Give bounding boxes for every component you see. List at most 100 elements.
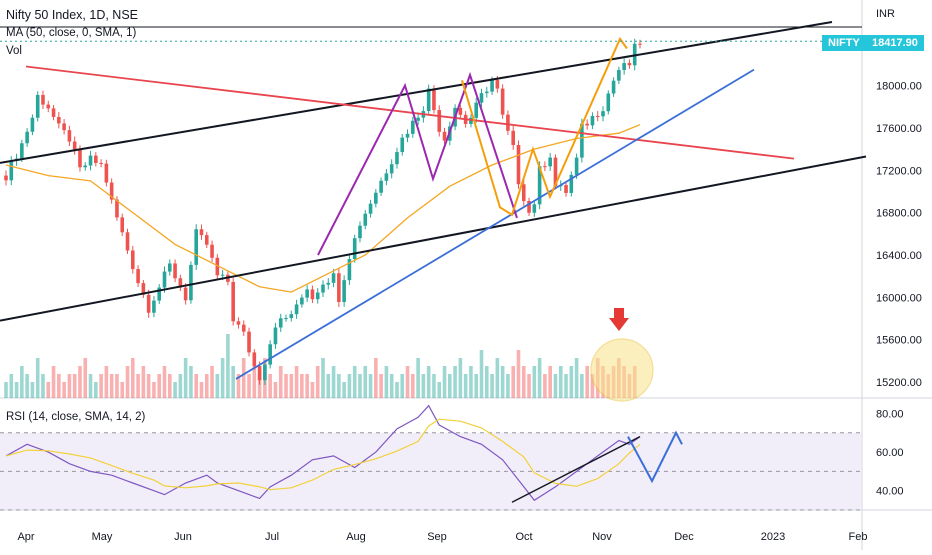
candle-body — [25, 131, 29, 144]
volume-bar — [236, 374, 241, 398]
candle-body — [527, 200, 531, 213]
candle-body — [374, 192, 378, 204]
candle-body — [125, 232, 130, 251]
volume-bar — [442, 366, 447, 398]
volume-legend[interactable]: Vol — [6, 45, 22, 57]
volume-bar — [20, 366, 24, 398]
candle-body — [146, 294, 151, 313]
volume-bar — [331, 366, 336, 398]
volume-bar — [194, 374, 198, 398]
volume-bar — [527, 374, 531, 398]
volume-bar — [516, 350, 521, 398]
candle-body — [131, 250, 135, 270]
volume-bar — [368, 374, 373, 398]
volume-bar — [252, 366, 257, 398]
candle-body — [432, 88, 436, 111]
candle-body — [574, 157, 579, 175]
candle-body — [83, 165, 88, 168]
candle-body — [247, 331, 251, 353]
rsi-legend[interactable]: RSI (14, close, SMA, 14, 2) — [6, 411, 146, 423]
rsi-trendline — [511, 435, 641, 503]
volume-bar — [25, 374, 29, 398]
volume-bar — [62, 382, 66, 398]
rsi-band — [0, 432, 862, 510]
volume-bar — [231, 366, 235, 398]
candle-body — [590, 115, 595, 126]
volume-bar — [352, 366, 357, 398]
candle-body — [104, 163, 109, 183]
volume-bar — [241, 358, 246, 398]
candle-body — [337, 273, 341, 302]
candle-body — [94, 155, 98, 163]
candle-body — [342, 280, 346, 302]
volume-bar — [157, 374, 162, 398]
price-tick-label: 15200.00 — [876, 377, 922, 389]
candle-body — [553, 157, 558, 187]
volume-bar — [564, 374, 568, 398]
candle-body — [611, 80, 616, 94]
candle-body — [379, 180, 383, 193]
volume-bar — [14, 382, 19, 398]
candle-body — [183, 287, 188, 301]
candle-body — [442, 131, 447, 141]
volume-bar — [426, 366, 431, 398]
channel-upper-line — [0, 21, 833, 164]
volume-bar — [400, 374, 405, 398]
candle-body — [162, 271, 167, 288]
candle-body — [564, 185, 568, 193]
volume-bar — [268, 374, 272, 398]
volume-bar — [305, 374, 309, 398]
volume-bar — [99, 374, 103, 398]
candle-body — [284, 318, 288, 320]
volume-bar — [580, 374, 584, 398]
volume-bar — [347, 374, 352, 398]
candle-body — [236, 321, 241, 325]
candle-body — [358, 225, 362, 239]
volume-bar — [4, 382, 8, 398]
volume-bar — [569, 366, 574, 398]
candle-body — [548, 157, 552, 167]
volume-bar — [94, 382, 98, 398]
last-price-tag: 18417.90 — [866, 35, 924, 51]
candle-body — [289, 314, 294, 319]
volume-bar — [342, 382, 346, 398]
volume-bar — [537, 358, 542, 398]
candle-body — [490, 79, 494, 92]
candle-body — [210, 244, 214, 258]
candle-body — [405, 133, 410, 138]
candle-body — [109, 182, 114, 200]
candle-body — [500, 88, 505, 115]
volume-bar — [585, 366, 589, 398]
volume-bar — [162, 366, 167, 398]
volume-bar — [284, 374, 288, 398]
candle-body — [469, 117, 473, 124]
candle-body — [204, 235, 209, 245]
volume-bar — [432, 374, 436, 398]
chart-title: Nifty 50 Index, 1D, NSE — [6, 8, 139, 22]
candle-body — [115, 199, 119, 218]
candle-body — [585, 123, 589, 126]
candle-body — [252, 352, 257, 367]
volume-bar — [41, 374, 45, 398]
volume-bar — [379, 374, 383, 398]
candle-body — [78, 149, 82, 168]
volume-bar — [511, 366, 515, 398]
pattern-line — [317, 71, 518, 256]
ma-legend[interactable]: MA (50, close, 0, SMA, 1) — [6, 27, 137, 39]
candle-body — [194, 229, 198, 265]
price-tick-label: 16400.00 — [876, 250, 922, 262]
candle-body — [263, 364, 267, 381]
time-tick-label: Dec — [674, 531, 694, 543]
candle-body — [178, 278, 183, 288]
volume-bar — [416, 358, 420, 398]
time-tick-label: 2023 — [761, 531, 785, 543]
time-tick-label: Aug — [346, 531, 366, 543]
price-tick-label: 15600.00 — [876, 335, 922, 347]
candle-body — [506, 114, 510, 131]
candle-body — [305, 289, 309, 298]
volume-bar — [109, 374, 114, 398]
candle-body — [495, 79, 500, 89]
time-tick-label: Nov — [592, 531, 612, 543]
